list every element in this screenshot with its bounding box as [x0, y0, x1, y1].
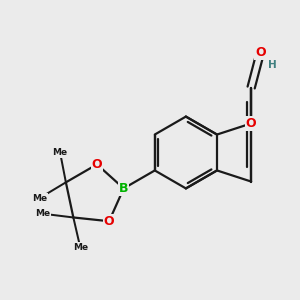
Text: H: H: [268, 60, 277, 70]
Text: O: O: [104, 215, 114, 228]
Text: Me: Me: [73, 243, 88, 252]
Text: O: O: [92, 158, 102, 171]
Text: O: O: [255, 46, 266, 59]
Text: B: B: [119, 182, 128, 195]
Text: Me: Me: [35, 209, 51, 218]
Text: Me: Me: [52, 148, 68, 157]
Text: Me: Me: [32, 194, 47, 202]
Text: O: O: [246, 117, 256, 130]
